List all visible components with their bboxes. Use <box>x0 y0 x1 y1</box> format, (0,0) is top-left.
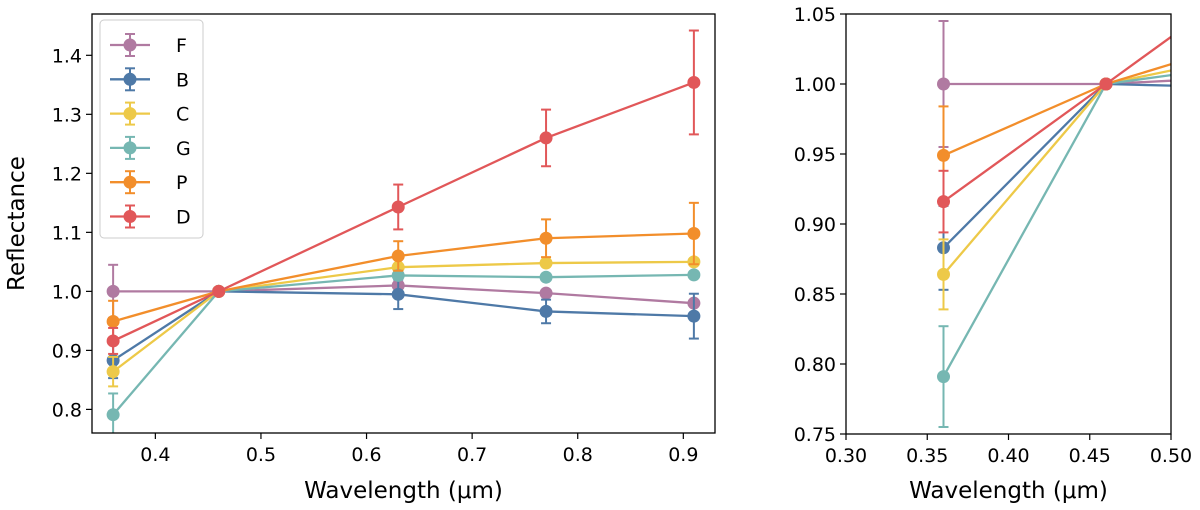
right-data-point-g <box>937 370 950 384</box>
right-series-g <box>937 73 1171 428</box>
right-data-layer <box>937 20 1171 428</box>
right-x-tick-label: 0.45 <box>1069 445 1111 467</box>
left-plot-frame <box>91 13 716 434</box>
left-x-tick-label: 0.8 <box>563 444 593 466</box>
right-y-tick-label: 0.95 <box>794 144 836 166</box>
legend-marker-f <box>123 38 137 52</box>
right-y-tick-label: 1.05 <box>794 4 836 26</box>
left-y-tick-label: 1.1 <box>52 222 82 244</box>
legend-marker-g <box>123 141 137 155</box>
legend-label-f: F <box>176 35 187 57</box>
left-y-tick-label: 1.3 <box>52 104 82 126</box>
left-data-point-b <box>539 304 553 318</box>
right-data-point-c <box>937 267 950 281</box>
legend-item-c: C <box>110 101 189 126</box>
right-plot-frame <box>845 13 1172 435</box>
right-data-point-f <box>937 77 950 91</box>
legend-marker-c <box>123 107 137 121</box>
right-data-point-d <box>937 195 950 209</box>
left-x-tick-label: 0.6 <box>351 444 381 466</box>
left-data-point-c <box>106 365 120 379</box>
left-y-tick-label: 1.0 <box>52 281 82 303</box>
left-x-tick-label: 0.7 <box>457 444 487 466</box>
right-data-point-d <box>1099 77 1113 91</box>
left-data-point-p <box>539 231 553 245</box>
left-data-point-c <box>539 256 553 270</box>
left-data-point-f <box>106 284 120 298</box>
left-data-point-p <box>106 314 120 328</box>
left-data-point-g <box>687 268 701 282</box>
left-x-tick-label: 0.5 <box>246 444 276 466</box>
legend-label-d: D <box>176 207 191 229</box>
right-ticks: 0.30 0.35 0.40 0.45 0.50 0.75 0.80 0.85 0.90 0.95… <box>794 4 1192 467</box>
right-y-tick-label: 0.75 <box>794 424 836 446</box>
right-series-d <box>937 35 1171 234</box>
right-series-line-c <box>942 69 1171 276</box>
right-series-c <box>937 69 1171 311</box>
left-data-point-p <box>391 249 405 263</box>
left-series-d <box>106 29 701 355</box>
left-data-point-b <box>391 287 405 301</box>
right-series-p <box>937 63 1171 206</box>
right-data-point-p <box>937 148 950 162</box>
left-data-point-g <box>539 270 553 284</box>
legend-item-f: F <box>110 33 187 57</box>
left-data-point-g <box>391 268 405 282</box>
right-x-tick-label: 0.40 <box>987 445 1029 467</box>
legend-item-g: G <box>110 135 191 160</box>
legend-marker-d <box>123 210 137 223</box>
left-data-point-d <box>391 200 405 214</box>
left-x-axis-title: Wavelength (μm) <box>304 478 503 504</box>
right-y-tick-label: 0.80 <box>794 354 836 376</box>
left-data-point-g <box>106 408 120 422</box>
right-series-line-g <box>942 73 1171 378</box>
left-data-point-d <box>539 131 553 145</box>
left-ticks: 0.4 0.5 0.6 0.7 0.8 0.9 0.8 0.9 1.0 1.1 1.2 1.3 1.4 <box>52 45 699 466</box>
left-y-tick-label: 0.9 <box>52 340 82 362</box>
left-series-layer <box>106 29 701 433</box>
right-x-tick-label: 0.35 <box>906 445 948 467</box>
right-x-tick-label: 0.50 <box>1150 445 1192 467</box>
left-data-point-d <box>687 75 701 89</box>
right-series-b <box>937 77 1171 291</box>
left-data-point-p <box>687 227 701 241</box>
right-series-line-p <box>943 63 1171 157</box>
legend-label-p: P <box>176 172 187 194</box>
left-x-tick-label: 0.4 <box>140 444 170 466</box>
left-chart-panel: 0.4 0.5 0.6 0.7 0.8 0.90.80.91.01.11.21.31.4 … <box>4 13 716 504</box>
right-chart-panel: 0.30 0.35 0.40 0.45 0.50 0.75 0.80 0.85 0.90 0.95… <box>794 4 1192 504</box>
right-y-tick-label: 0.85 <box>794 284 836 306</box>
right-x-tick-label: 0.30 <box>825 445 867 467</box>
left-data-layer <box>106 29 701 433</box>
legend-marker-p <box>123 175 137 189</box>
legend-item-d: D <box>110 204 191 229</box>
left-y-tick-label: 0.8 <box>52 399 82 421</box>
legend-label-c: C <box>176 104 189 126</box>
legend-item-p: P <box>110 170 187 195</box>
left-data-point-b <box>687 309 701 323</box>
right-series-layer <box>937 20 1171 428</box>
left-data-point-d <box>106 334 120 348</box>
left-x-tick-label: 0.9 <box>668 444 698 466</box>
left-data-point-f <box>539 286 553 300</box>
legend-item-b: B <box>110 67 189 92</box>
left-series-line-b <box>112 290 694 362</box>
legend-label-b: B <box>176 69 189 91</box>
left-y-axis-title: Reflectance <box>4 156 30 291</box>
right-x-axis-title: Wavelength (μm) <box>909 478 1108 504</box>
left-y-tick-label: 1.2 <box>52 163 82 185</box>
legend-frame <box>99 19 204 239</box>
legend-label-g: G <box>176 138 191 160</box>
right-y-tick-label: 0.90 <box>794 214 836 236</box>
left-y-tick-label: 1.4 <box>52 45 82 67</box>
right-y-tick-label: 1.00 <box>794 74 836 96</box>
left-data-point-d <box>212 284 226 298</box>
right-series-line-d <box>942 35 1171 203</box>
left-series-b <box>106 278 701 380</box>
legend-marker-b <box>123 72 137 86</box>
